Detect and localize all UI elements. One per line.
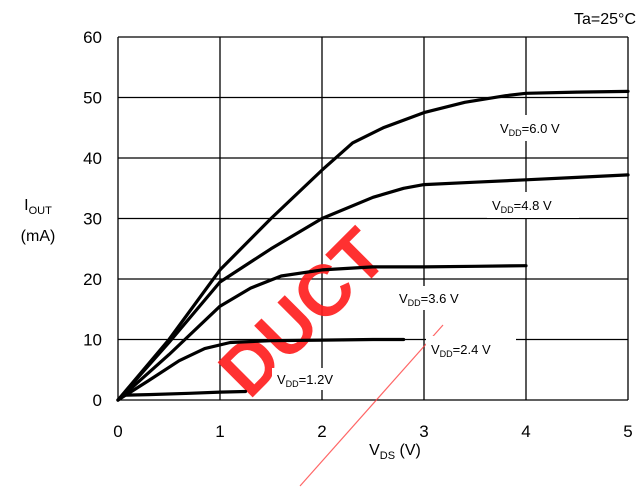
curve-label-background [426, 336, 516, 362]
curve-label-subscript: DD [408, 298, 421, 308]
y-tick-label: 30 [83, 210, 102, 229]
curve-label-background [394, 286, 480, 310]
curve-label: VDD=3.6 V [399, 291, 459, 308]
curve-label-background [487, 192, 579, 218]
y-tick-label: 40 [83, 149, 102, 168]
curve-label: VDD=6.0 V [500, 121, 560, 138]
curve-label-symbol: V [399, 291, 408, 306]
curve-label-value: =6.0 V [522, 121, 560, 136]
curves [116, 89, 630, 402]
y-tick-label: 60 [83, 28, 102, 47]
x-tick-label: 4 [521, 422, 530, 441]
series-line [116, 264, 528, 402]
curve-label-value: =1.2V [299, 372, 334, 387]
series-line [116, 389, 248, 402]
x-tick-label: 0 [113, 422, 122, 441]
y-axis-symbol: I [24, 197, 28, 214]
curve-label: VDD=2.4 V [431, 342, 491, 359]
curve-label-subscript: DD [501, 205, 514, 215]
curve-label-symbol: V [277, 372, 286, 387]
series-line [116, 173, 630, 402]
y-tick-label: 50 [83, 89, 102, 108]
y-axis-title: IOUT [24, 197, 52, 217]
curve-label-background [272, 368, 352, 390]
y-tick-label: 0 [93, 391, 102, 410]
x-axis-symbol: V [369, 442, 380, 459]
curve-label-symbol: V [500, 121, 509, 136]
curve-label-background [495, 115, 585, 141]
curve-label-subscript: DD [286, 379, 299, 389]
y-axis-subscript: OUT [29, 205, 53, 217]
watermark-line [299, 324, 444, 487]
y-tick-label: 10 [83, 331, 102, 350]
grid [117, 36, 629, 401]
x-axis-unit: (V) [395, 442, 421, 459]
curve-label: VDD=4.8 V [492, 198, 552, 215]
curve-label-symbol: V [492, 198, 501, 213]
curve-label-subscript: DD [509, 128, 522, 138]
y-axis-unit: (mA) [21, 228, 56, 245]
x-axis-subscript: DS [380, 450, 395, 462]
curve-label: VDD=1.2V [277, 372, 333, 389]
y-tick-label: 20 [83, 270, 102, 289]
x-tick-label: 3 [419, 422, 428, 441]
series-line [116, 89, 630, 402]
condition-label: Ta=25°C [574, 11, 636, 28]
curve-label-symbol: V [431, 342, 440, 357]
series-line [116, 337, 406, 402]
curve-label-value: =2.4 V [453, 342, 491, 357]
curve-label-value: =4.8 V [514, 198, 552, 213]
x-tick-label: 2 [317, 422, 326, 441]
x-axis-title: VDS (V) [369, 442, 421, 462]
x-tick-label: 1 [215, 422, 224, 441]
curve-label-value: =3.6 V [421, 291, 459, 306]
x-tick-label: 5 [623, 422, 632, 441]
curve-label-subscript: DD [440, 349, 453, 359]
